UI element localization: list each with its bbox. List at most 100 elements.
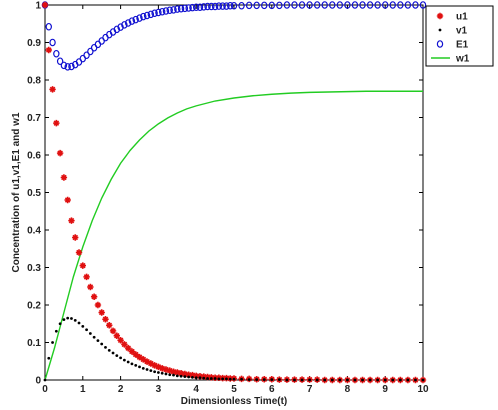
point-E1 bbox=[268, 1, 275, 10]
point-v1 bbox=[187, 375, 191, 379]
x-axis-label: Dimensionless Time(t) bbox=[181, 396, 288, 407]
point-E1 bbox=[181, 4, 189, 13]
point-u1 bbox=[185, 371, 192, 378]
point-E1 bbox=[49, 38, 56, 47]
point-u1 bbox=[177, 370, 185, 377]
point-E1 bbox=[177, 4, 185, 13]
point-v1 bbox=[414, 378, 417, 382]
point-u1 bbox=[98, 309, 105, 316]
y-tick-label: 0.9 bbox=[27, 38, 41, 49]
point-E1 bbox=[140, 12, 147, 21]
point-v1 bbox=[73, 318, 77, 322]
y-tick-label: 0.7 bbox=[27, 113, 41, 124]
point-v1 bbox=[421, 378, 425, 382]
point-E1 bbox=[132, 15, 139, 24]
legend-swatch-v1 bbox=[438, 28, 442, 32]
point-v1 bbox=[213, 377, 217, 380]
point-v1 bbox=[346, 378, 349, 382]
point-E1 bbox=[359, 1, 366, 9]
point-v1 bbox=[225, 377, 228, 381]
point-u1 bbox=[174, 369, 181, 376]
y-tick-label: 0.1 bbox=[27, 338, 41, 349]
point-u1 bbox=[94, 301, 102, 309]
point-u1 bbox=[140, 356, 147, 363]
point-v1 bbox=[81, 324, 85, 328]
point-v1 bbox=[391, 378, 395, 382]
y-tick-label: 0 bbox=[35, 376, 41, 387]
point-v1 bbox=[85, 328, 88, 332]
point-v1 bbox=[202, 376, 206, 380]
point-E1 bbox=[158, 7, 166, 16]
point-E1 bbox=[87, 47, 94, 56]
point-v1 bbox=[398, 378, 402, 382]
point-u1 bbox=[87, 283, 94, 291]
point-E1 bbox=[374, 1, 381, 9]
point-v1 bbox=[353, 378, 357, 382]
point-v1 bbox=[383, 378, 387, 382]
point-E1 bbox=[185, 4, 192, 12]
legend-swatch-u1 bbox=[436, 12, 444, 20]
point-v1 bbox=[247, 378, 251, 382]
point-E1 bbox=[162, 7, 170, 15]
point-E1 bbox=[389, 1, 396, 9]
point-v1 bbox=[406, 378, 410, 382]
point-v1 bbox=[51, 341, 54, 344]
point-v1 bbox=[149, 369, 153, 373]
point-u1 bbox=[143, 358, 151, 365]
point-E1 bbox=[128, 17, 136, 25]
x-tick-label: 8 bbox=[345, 384, 351, 395]
legend-label-E1: E1 bbox=[456, 40, 469, 51]
point-v1 bbox=[130, 362, 134, 366]
point-u1 bbox=[189, 371, 196, 379]
point-E1 bbox=[321, 1, 328, 9]
point-v1 bbox=[62, 318, 66, 322]
point-v1 bbox=[47, 356, 51, 360]
x-tick-label: 0 bbox=[42, 384, 48, 395]
point-v1 bbox=[160, 371, 164, 375]
point-u1 bbox=[53, 119, 60, 127]
y-tick-label: 0.8 bbox=[27, 76, 41, 87]
point-u1 bbox=[136, 353, 143, 361]
point-v1 bbox=[217, 377, 221, 381]
point-v1 bbox=[119, 356, 122, 360]
point-v1 bbox=[338, 378, 342, 382]
legend-label-u1: u1 bbox=[456, 12, 468, 23]
point-E1 bbox=[200, 3, 207, 11]
point-v1 bbox=[209, 377, 213, 380]
series-w1 bbox=[44, 90, 423, 381]
point-u1 bbox=[90, 293, 98, 300]
point-v1 bbox=[145, 368, 149, 371]
y-tick-label: 1 bbox=[35, 1, 41, 12]
point-v1 bbox=[104, 345, 107, 349]
point-E1 bbox=[124, 19, 132, 27]
x-tick-label: 2 bbox=[118, 384, 124, 395]
point-v1 bbox=[270, 378, 274, 382]
point-v1 bbox=[58, 322, 62, 326]
point-u1 bbox=[128, 348, 136, 355]
point-v1 bbox=[221, 377, 225, 381]
point-v1 bbox=[66, 316, 70, 320]
point-u1 bbox=[41, 1, 49, 9]
point-E1 bbox=[45, 22, 52, 31]
legend-label-w1: w1 bbox=[455, 54, 470, 65]
point-E1 bbox=[336, 1, 344, 9]
point-u1 bbox=[64, 196, 71, 204]
x-tick-label: 9 bbox=[382, 384, 388, 395]
point-v1 bbox=[138, 365, 141, 369]
point-E1 bbox=[329, 1, 336, 9]
point-E1 bbox=[83, 51, 90, 60]
legend: u1 v1 E1 w1 bbox=[425, 5, 494, 67]
point-E1 bbox=[227, 1, 234, 10]
point-E1 bbox=[261, 1, 268, 10]
point-E1 bbox=[117, 23, 124, 31]
point-E1 bbox=[283, 1, 291, 9]
point-v1 bbox=[240, 377, 243, 381]
point-v1 bbox=[43, 378, 47, 382]
y-tick-label: 0.6 bbox=[27, 151, 41, 162]
point-E1 bbox=[276, 1, 283, 10]
point-v1 bbox=[111, 351, 115, 355]
point-u1 bbox=[200, 373, 207, 380]
point-E1 bbox=[113, 25, 121, 34]
point-u1 bbox=[121, 341, 128, 348]
